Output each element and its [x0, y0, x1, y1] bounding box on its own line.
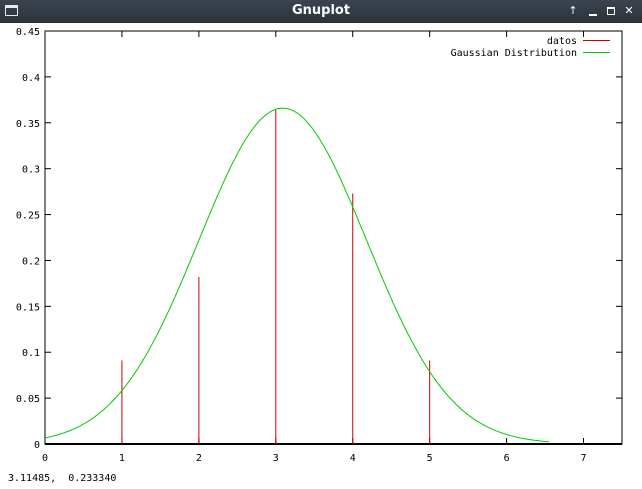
- y-tick-label: 0.05: [16, 394, 40, 405]
- y-tick-label: 0.25: [16, 211, 40, 222]
- status-bar: 3.11485, 0.233340: [0, 466, 642, 489]
- legend: datos Gaussian Distribution: [451, 36, 610, 59]
- x-tick-label: 0: [42, 453, 48, 464]
- title-bar[interactable]: Gnuplot ↑ ✕: [0, 0, 642, 23]
- keep-above-button[interactable]: ↑: [566, 3, 580, 19]
- x-tick-label: 4: [350, 453, 356, 464]
- axes: [44, 30, 623, 445]
- x-tick-label: 2: [196, 453, 202, 464]
- tick-labels: 0 1 2 3 4 5 6 7 0 0.05 0.1 0.15 0.2 0.25 0.3 0.35 0.4 0.4…: [16, 27, 587, 464]
- plot-border: [44, 30, 623, 445]
- close-button[interactable]: ✕: [622, 3, 636, 19]
- y-tick-label: 0.35: [16, 119, 40, 130]
- plot-svg[interactable]: 0 1 2 3 4 5 6 7 0 0.05 0.1 0.15 0.2 0.25 0.3 0.35 0.4 0.4…: [0, 23, 642, 465]
- y-tick-label: 0.1: [22, 348, 40, 359]
- x-tick-label: 3: [273, 453, 279, 464]
- x-tick-label: 7: [581, 453, 587, 464]
- y-tick-label: 0.3: [22, 165, 40, 176]
- tick-marks: [44, 30, 622, 445]
- y-tick-label: 0.15: [16, 302, 40, 313]
- y-tick-label: 0: [34, 440, 40, 451]
- y-tick-label: 0.45: [16, 27, 40, 38]
- series: [44, 107, 549, 444]
- close-icon: ✕: [624, 4, 634, 17]
- legend-label-gaussian: Gaussian Distribution: [451, 48, 577, 59]
- x-tick-label: 6: [504, 453, 510, 464]
- minimize-icon: [589, 14, 597, 16]
- x-tick-label: 1: [119, 453, 125, 464]
- minimize-button[interactable]: [586, 3, 600, 19]
- window-title: Gnuplot: [291, 3, 351, 18]
- gaussian-curve: [44, 107, 549, 443]
- y-tick-label: 0.4: [22, 73, 40, 84]
- arrow-up-icon: ↑: [568, 4, 578, 17]
- maximize-button[interactable]: [604, 3, 618, 19]
- plot-canvas[interactable]: 0 1 2 3 4 5 6 7 0 0.05 0.1 0.15 0.2 0.25 0.3 0.35 0.4 0.4…: [0, 23, 642, 465]
- maximize-icon: [607, 7, 615, 15]
- window-menu-icon[interactable]: [5, 5, 18, 16]
- mouse-coordinates: 3.11485, 0.233340: [8, 473, 117, 484]
- legend-label-datos: datos: [547, 36, 577, 47]
- x-tick-label: 5: [427, 453, 433, 464]
- y-tick-label: 0.2: [22, 256, 40, 267]
